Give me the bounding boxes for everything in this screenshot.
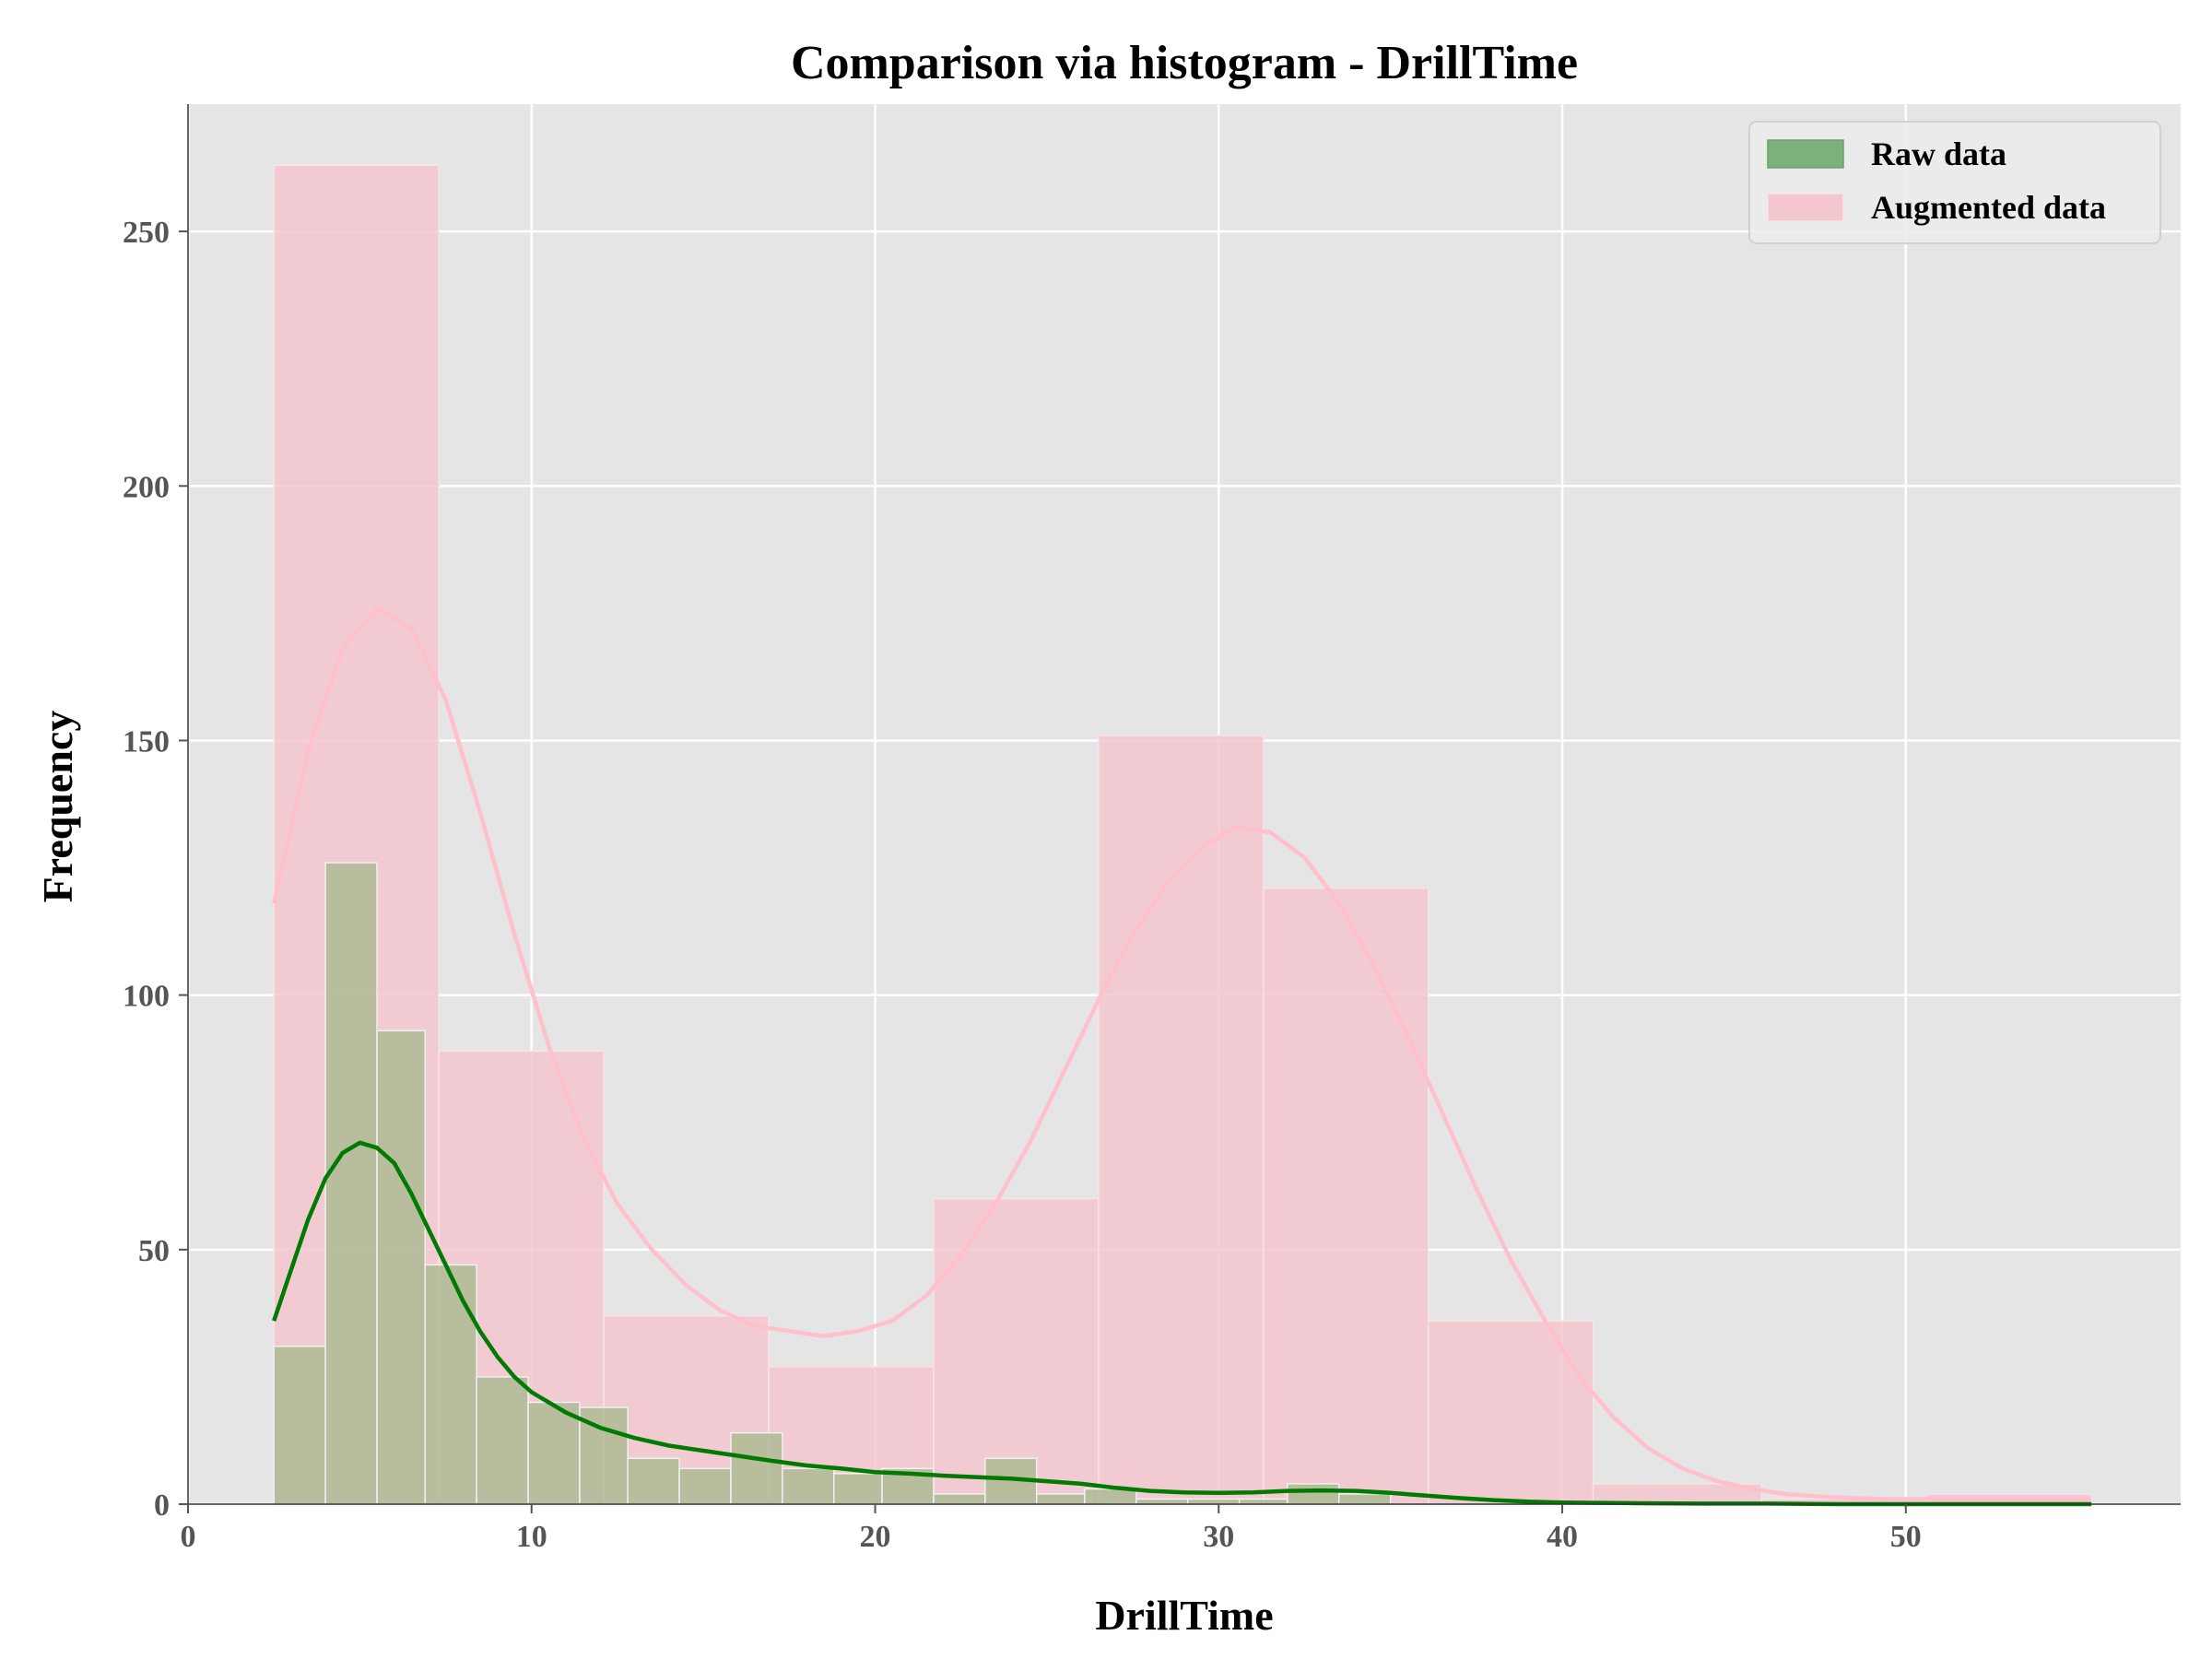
raw-data-bar (1135, 1498, 1189, 1505)
augmented-data-bar (1427, 1320, 1594, 1505)
augmented-data-bar (933, 1197, 1100, 1505)
raw-data-bar (1238, 1498, 1288, 1505)
augmented-data-bar (1262, 887, 1430, 1505)
x-tick-label: 10 (516, 1520, 547, 1554)
raw-data-bar (782, 1467, 835, 1505)
augmented-data-legend-swatch (1767, 193, 1844, 222)
raw-data-legend-label: Raw data (1871, 135, 2006, 172)
x-tick-label: 20 (860, 1520, 891, 1554)
raw-data-bar (730, 1431, 783, 1505)
raw-data-legend-swatch (1767, 139, 1844, 169)
raw-data-bar (678, 1467, 732, 1505)
raw-data-bar (324, 862, 378, 1505)
augmented-data-kde-line (272, 606, 2092, 1501)
x-tick-label: 50 (1890, 1520, 1922, 1554)
raw-data-bar (627, 1457, 680, 1505)
raw-data-bar (527, 1401, 581, 1505)
raw-data-kde-line (272, 1140, 2092, 1507)
raw-data-bar (1035, 1493, 1086, 1505)
raw-data-bar (273, 1346, 326, 1505)
raw-data-bar (1337, 1493, 1392, 1505)
y-tick-label: 250 (123, 216, 170, 250)
x-axis-label: DrillTime (1095, 1592, 1273, 1639)
x-tick-label: 30 (1203, 1520, 1234, 1554)
x-tick-label: 40 (1547, 1520, 1578, 1554)
plot-area: 0 10 20 30 40 50 0 50 100 150 200 250 (123, 104, 2181, 1554)
raw-data-bar (376, 1030, 426, 1505)
legend-box (1748, 121, 2161, 244)
raw-data-bar (476, 1376, 529, 1505)
y-tick-label: 50 (138, 1234, 170, 1268)
raw-data-bar (424, 1264, 477, 1505)
y-tick-label: 100 (123, 980, 170, 1014)
raw-data-bar (1084, 1488, 1137, 1505)
y-axis-label: Frequency (34, 711, 81, 903)
raw-data-bar (833, 1473, 883, 1505)
raw-data-bar (1287, 1483, 1340, 1505)
raw-data-bar (1186, 1498, 1241, 1505)
legend: Raw data Augmented data (1748, 121, 2161, 244)
y-tick-label: 150 (123, 724, 170, 759)
augmented-data-legend-label: Augmented data (1871, 189, 2106, 226)
y-tick-label: 200 (123, 470, 170, 504)
augmented-data-bar (1098, 735, 1265, 1505)
chart-title: Comparison via histogram - DrillTime (791, 37, 1578, 89)
x-tick-label: 0 (181, 1520, 196, 1554)
y-tick-label: 0 (154, 1488, 170, 1523)
raw-data-bar (933, 1493, 986, 1505)
